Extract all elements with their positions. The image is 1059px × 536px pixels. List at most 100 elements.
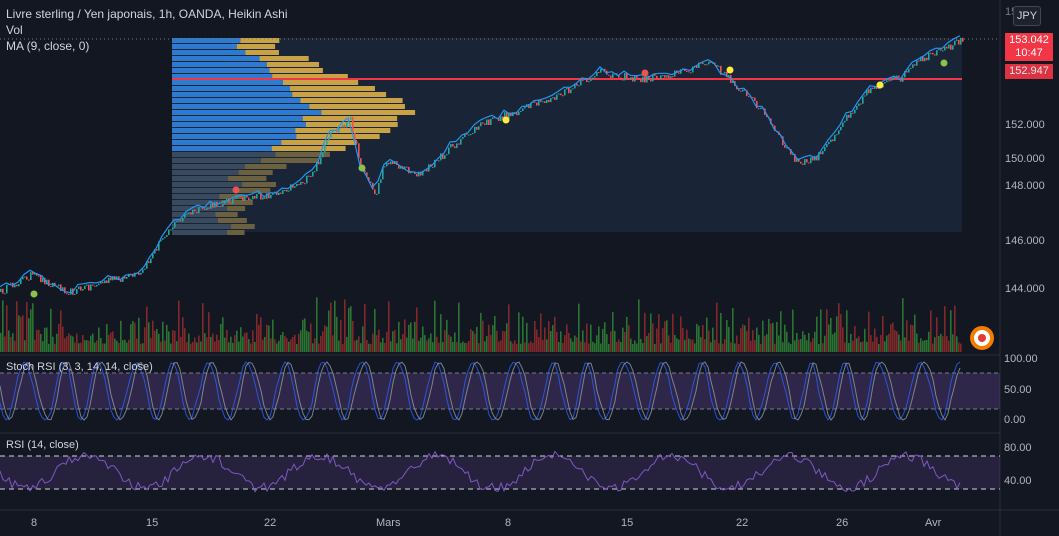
candle [226, 198, 228, 201]
candle [818, 152, 820, 161]
volume-bar [952, 334, 954, 352]
volume-bar [424, 335, 426, 352]
rsi-title[interactable]: RSI (14, close) [6, 439, 79, 451]
volume-bar [162, 321, 164, 352]
candle [406, 166, 408, 168]
candle [822, 151, 824, 155]
candle [690, 72, 692, 74]
candle [826, 144, 828, 148]
candle [440, 153, 442, 161]
volume-bar [156, 329, 158, 352]
volume-bar [832, 334, 834, 352]
volume-bar [740, 328, 742, 352]
volume-bar [394, 329, 396, 352]
price-axis-label: 150.000 [1005, 153, 1045, 165]
volume-bar [232, 342, 234, 352]
chart-legend: Livre sterling / Yen japonais, 1h, OANDA… [6, 6, 287, 54]
signal-marker [232, 186, 240, 194]
candle [896, 75, 898, 79]
volume-bar [148, 322, 150, 352]
level-price: 152.947 [1009, 65, 1049, 77]
stoch-rsi-title[interactable]: Stoch RSI (3, 3, 14, 14, close) [6, 361, 153, 373]
volume-bar [820, 309, 822, 352]
stoch-axis-0: 0.00 [1004, 414, 1026, 426]
candle [536, 102, 538, 106]
volume-bar [814, 331, 816, 352]
candle [516, 112, 518, 116]
candle [564, 89, 566, 96]
volume-bar [250, 343, 252, 352]
volume-bar [430, 333, 432, 352]
candle [638, 77, 640, 80]
volume-profile-bar [172, 86, 290, 91]
candle [730, 75, 732, 84]
volume-bar [34, 339, 36, 352]
volume-bar [658, 314, 660, 352]
candle [356, 141, 358, 144]
volume-bar [202, 303, 204, 352]
candle [92, 284, 94, 286]
candle [932, 52, 934, 55]
candle [330, 132, 332, 138]
currency-badge[interactable]: JPY [1013, 6, 1041, 26]
volume-bar [738, 343, 740, 352]
candle [726, 71, 728, 78]
candle [518, 111, 520, 116]
candle [594, 76, 596, 78]
volume-bar [922, 340, 924, 352]
volume-profile-bar [242, 182, 277, 187]
volume-bar [68, 333, 70, 352]
volume-bar [124, 339, 126, 352]
candle [392, 161, 394, 165]
volume-bar [306, 330, 308, 352]
candle [842, 122, 844, 127]
candle [650, 79, 652, 82]
time-axis-label: 8 [31, 517, 38, 529]
volume-bar [890, 324, 892, 352]
candle [318, 161, 320, 165]
volume-bar [334, 300, 336, 352]
volume-bar [602, 328, 604, 352]
candle [156, 249, 158, 251]
volume-bar [104, 343, 106, 352]
candle [308, 175, 310, 177]
symbol-title[interactable]: Livre sterling / Yen japonais, 1h, OANDA… [6, 7, 288, 21]
volume-bar [902, 298, 904, 352]
volume-bar [864, 328, 866, 352]
volume-bar [436, 336, 438, 352]
candle [900, 77, 902, 82]
volume-bar [0, 332, 2, 352]
volume-bar [108, 334, 110, 352]
volume-bar [244, 332, 246, 352]
candle [418, 171, 420, 177]
volume-bar [758, 334, 760, 352]
price-axis-label: 148.000 [1005, 180, 1045, 192]
volume-bar [302, 319, 304, 352]
volume-bar [800, 339, 802, 352]
volume-profile-bar [172, 44, 237, 49]
volume-bar [626, 316, 628, 352]
volume-bar [184, 328, 186, 352]
candle [646, 75, 648, 83]
volume-bar [338, 340, 340, 352]
volume-bar [860, 341, 862, 352]
ma-line [0, 35, 961, 294]
candle [672, 76, 674, 78]
candle [188, 212, 190, 214]
candle [522, 108, 524, 111]
time-axis-label: 15 [146, 517, 159, 529]
volume-bar [282, 331, 284, 352]
volume-bar [650, 313, 652, 352]
volume-bar [620, 341, 622, 352]
volume-label[interactable]: Vol [6, 23, 23, 37]
volume-bar [676, 338, 678, 352]
volume-bar [418, 340, 420, 352]
record-icon[interactable] [970, 326, 994, 350]
volume-bar [330, 302, 332, 352]
volume-bar [386, 331, 388, 352]
volume-bar [78, 343, 80, 352]
candle [514, 112, 516, 114]
ma-label[interactable]: MA (9, close, 0) [6, 39, 90, 53]
volume-bar [284, 335, 286, 352]
